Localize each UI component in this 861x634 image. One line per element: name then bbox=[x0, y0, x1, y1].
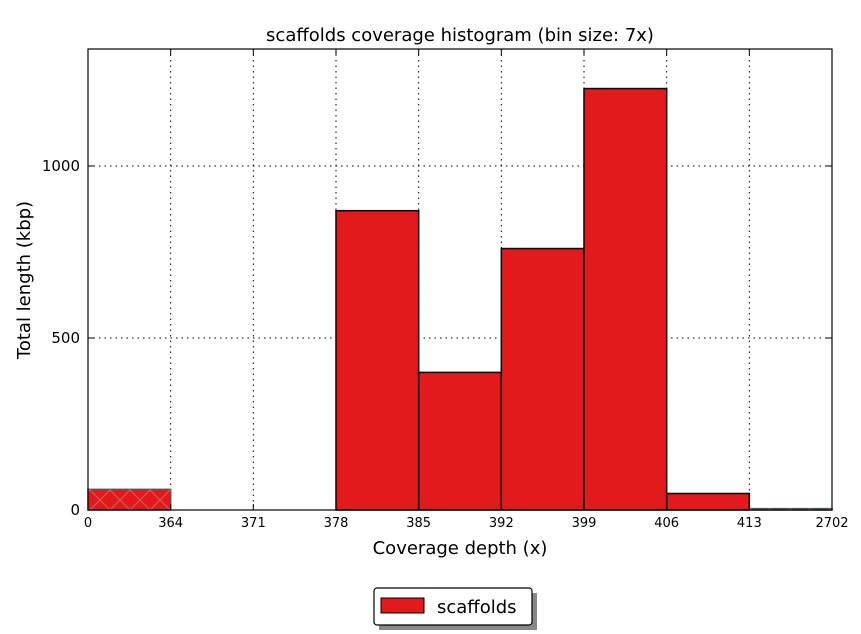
x-tick-label: 406 bbox=[654, 516, 679, 531]
y-tick-labels: 0 500 1000 bbox=[42, 157, 832, 519]
x-tick-label: 378 bbox=[324, 516, 349, 531]
x-tick-label: 399 bbox=[572, 516, 597, 531]
x-tick-label: 385 bbox=[406, 516, 431, 531]
x-tick-label: 364 bbox=[158, 516, 183, 531]
x-tick-label: 392 bbox=[489, 516, 514, 531]
x-axis-label: Coverage depth (x) bbox=[373, 538, 548, 559]
x-tick-labels: 0 364 371 378 385 392 399 406 413 2702 bbox=[84, 49, 849, 531]
bars bbox=[87, 87, 833, 511]
y-tick-label: 500 bbox=[51, 329, 80, 347]
x-tick-label: 371 bbox=[241, 516, 266, 531]
y-tick-label: 0 bbox=[70, 501, 80, 519]
chart-title: scaffolds coverage histogram (bin size: … bbox=[266, 25, 654, 46]
x-tick-label: 2702 bbox=[815, 516, 848, 531]
x-tick-label: 0 bbox=[84, 516, 92, 531]
bar-hatch-413-2702 bbox=[749, 508, 832, 510]
bar-392-399 bbox=[500, 247, 585, 511]
bar-hatch-0-364 bbox=[88, 489, 171, 510]
bar-406-413 bbox=[665, 492, 751, 511]
y-axis-label: Total length (kbp) bbox=[14, 201, 35, 360]
bar-378-385 bbox=[335, 209, 420, 511]
bar-385-392 bbox=[417, 371, 503, 511]
legend: scaffolds bbox=[373, 587, 537, 630]
plot-frame bbox=[87, 48, 833, 511]
legend-label: scaffolds bbox=[437, 597, 517, 618]
bar-399-406 bbox=[583, 87, 668, 511]
legend-box bbox=[373, 587, 533, 626]
x-tick-label: 413 bbox=[737, 516, 762, 531]
legend-swatch bbox=[380, 597, 425, 614]
y-tick-label: 1000 bbox=[42, 157, 80, 175]
